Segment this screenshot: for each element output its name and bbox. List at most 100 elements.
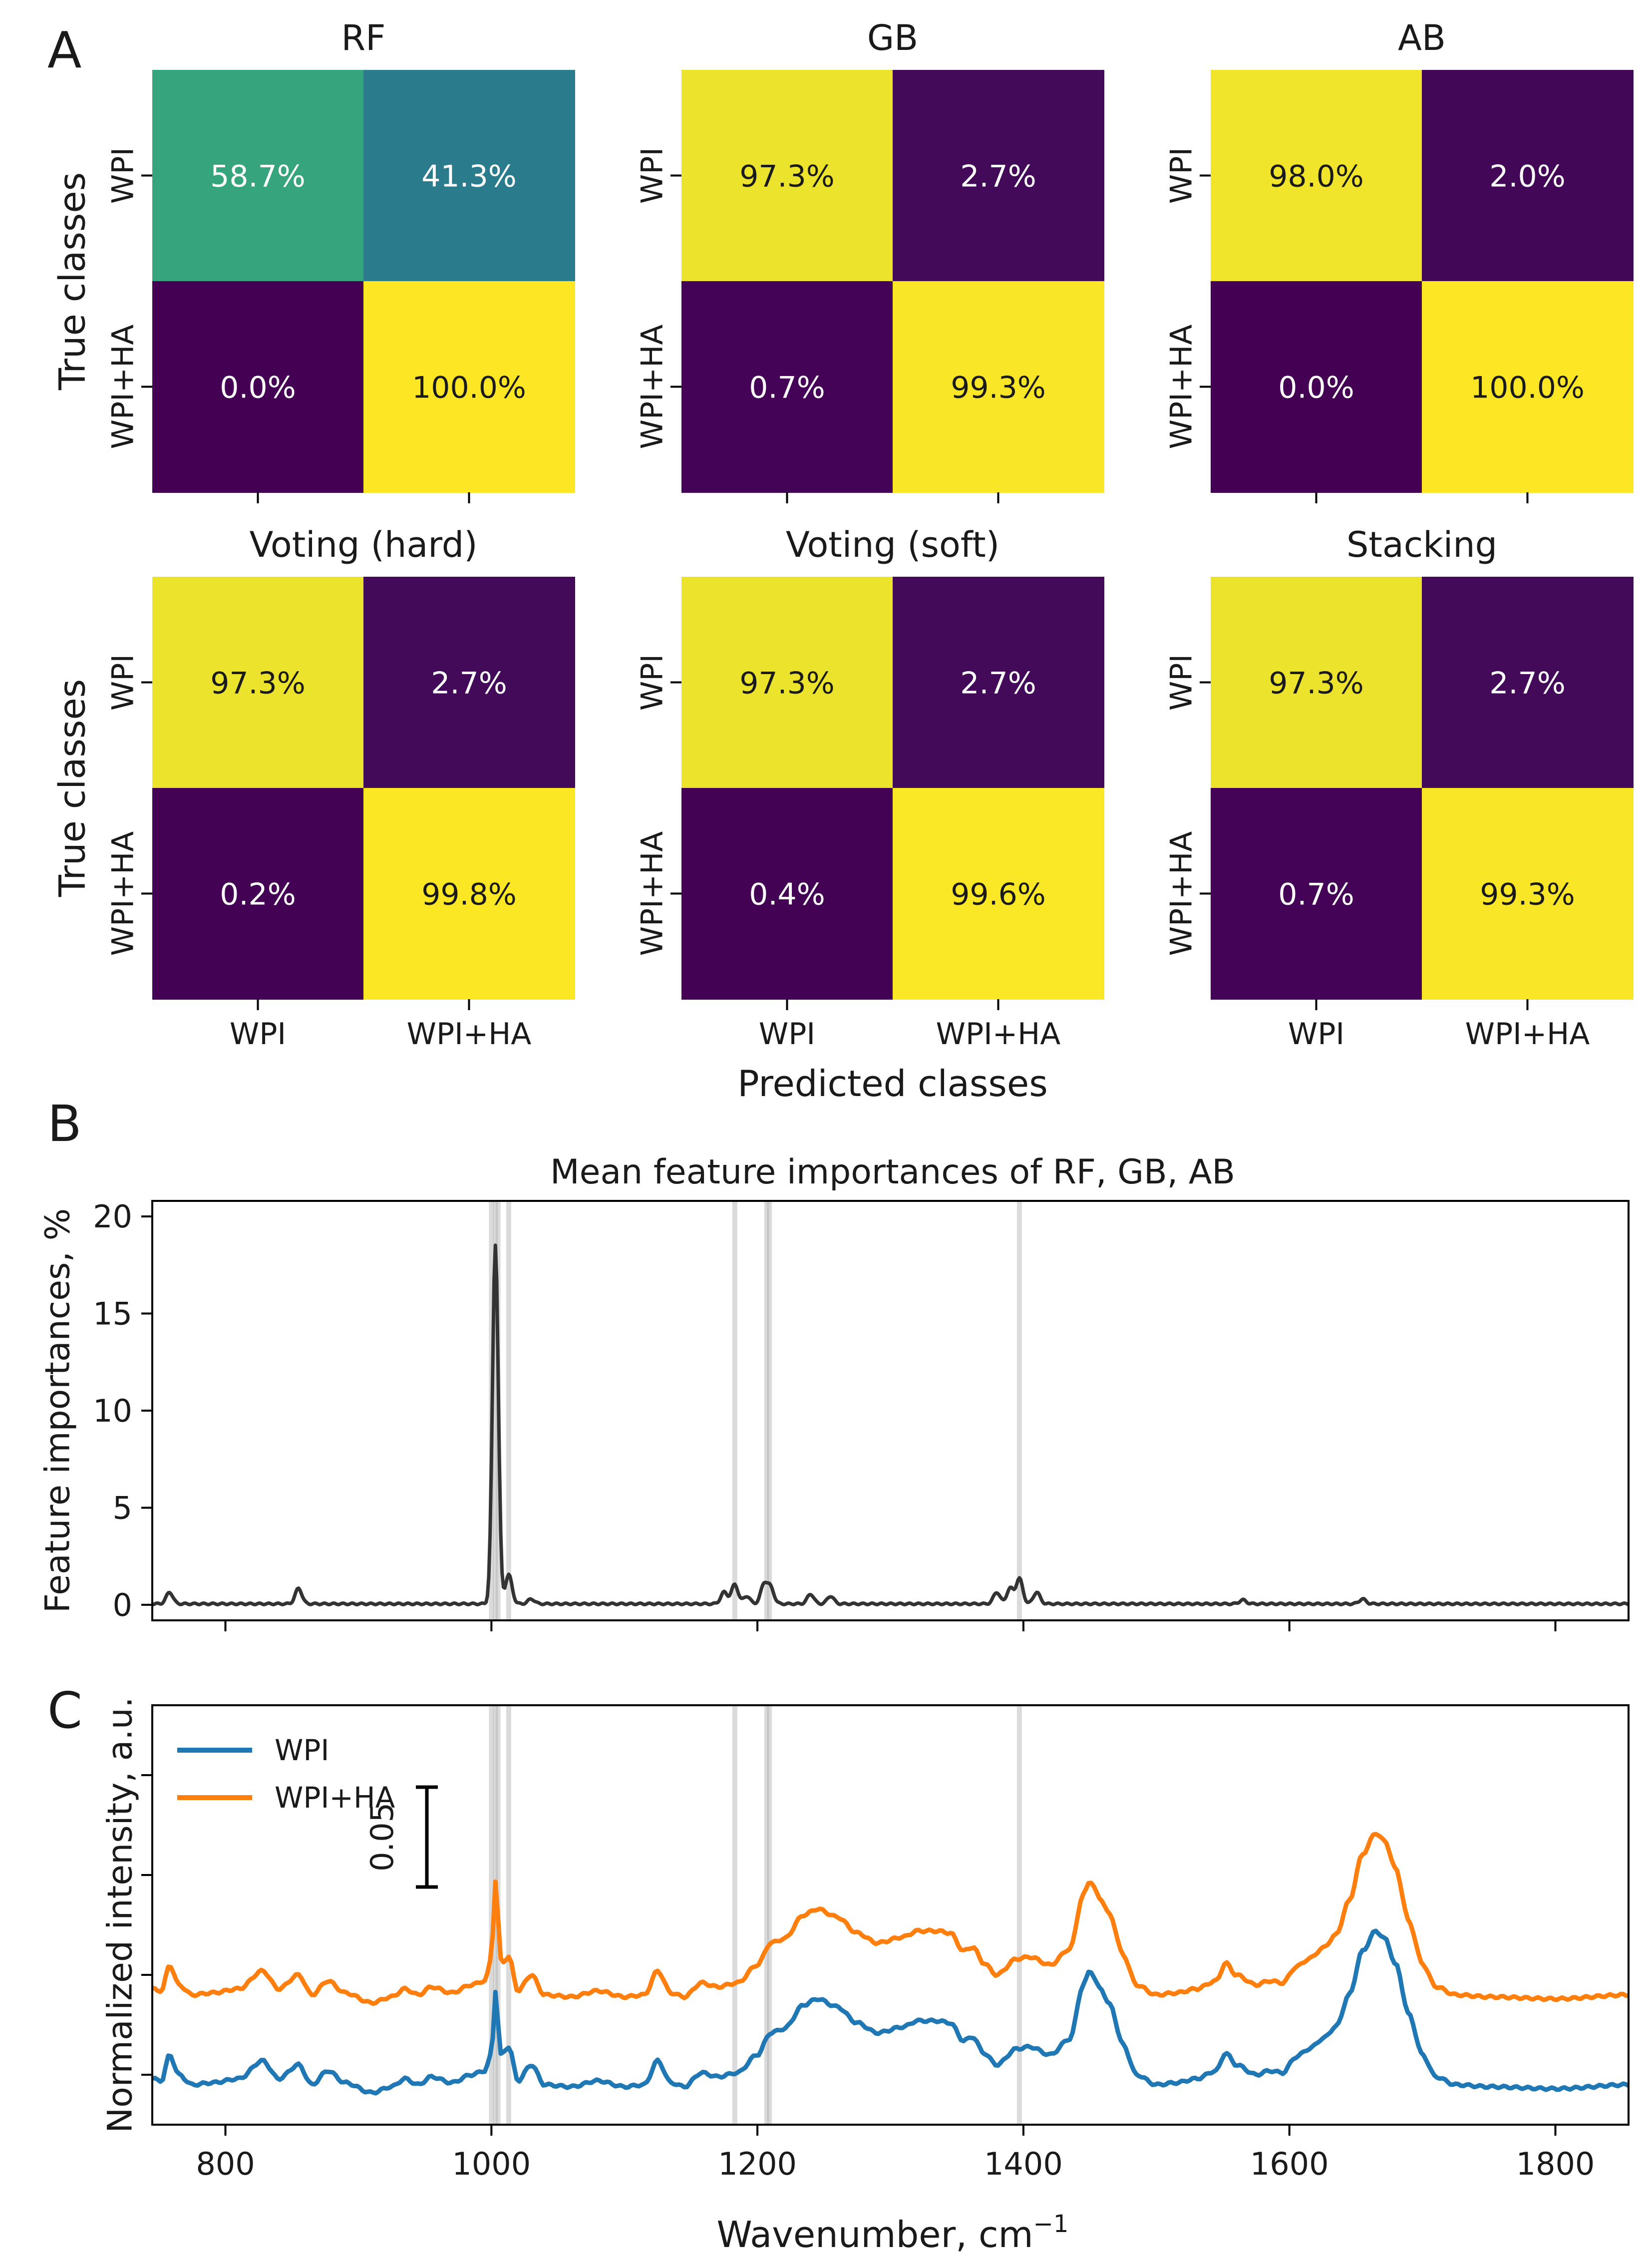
heatmap-3-ytick-label-1: WPI+HA xyxy=(106,831,141,956)
spectrum-line-0 xyxy=(151,1928,1630,2096)
importance-band-3 xyxy=(506,1201,511,1620)
spectrum-xtick-label-3: 1400 xyxy=(984,2146,1063,2182)
importance-line xyxy=(152,1243,1629,1606)
spectrum-xlabel-main: Wavenumber, cm xyxy=(717,2214,1033,2256)
spectrum-xlabel-sup: −1 xyxy=(1033,2210,1069,2238)
spectrum-band-6 xyxy=(767,1705,772,2125)
spectrum-ylabel: Normalized intensity, a.u. xyxy=(101,1697,140,2133)
spectrum-band-5 xyxy=(764,1705,769,2125)
spectrum-xtick-label-0: 800 xyxy=(196,2146,255,2182)
heatmap-ylabel-1: True classes xyxy=(51,679,93,897)
heatmap-1-cell-label-1-1: 99.3% xyxy=(951,371,1046,405)
heatmap-0-cell-label-1-0: 0.0% xyxy=(220,371,296,405)
heatmap-ylabel-0: True classes xyxy=(51,172,93,390)
spectrum-axes-frame xyxy=(151,1704,1630,2126)
heatmap-1-cell-0-0 xyxy=(681,70,893,282)
heatmap-5-xtick-label-0: WPI xyxy=(1288,1017,1344,1052)
heatmap-4-cell-0-0 xyxy=(681,577,893,788)
heatmap-2-ytick-label-1: WPI+HA xyxy=(1164,325,1199,449)
heatmap-3-cell-1-0 xyxy=(152,788,364,1000)
heatmap-5-xtick-label-1: WPI+HA xyxy=(1465,1017,1590,1052)
panel-label-c: C xyxy=(47,1681,82,1740)
heatmap-4-xtick-label-1: WPI+HA xyxy=(936,1017,1061,1052)
heatmap-0-cell-label-1-1: 100.0% xyxy=(412,371,526,405)
heatmap-5-cell-label-1-1: 99.3% xyxy=(1480,877,1575,912)
heatmap-5-cell-label-0-0: 97.3% xyxy=(1269,666,1364,701)
heatmap-2-cell-label-1-0: 0.0% xyxy=(1278,371,1354,405)
spectrum-band-4 xyxy=(732,1705,737,2125)
heatmap-1-cell-1-0 xyxy=(681,281,893,493)
heatmap-5-cell-0-1 xyxy=(1422,577,1634,788)
heatmap-2-cell-1-1 xyxy=(1422,281,1634,493)
importance-axes-frame xyxy=(151,1200,1630,1621)
importance-ytick-label-1: 5 xyxy=(113,1490,132,1526)
heatmap-4-cell-1-0 xyxy=(681,788,893,1000)
importance-ylabel: Feature importances, % xyxy=(38,1208,78,1613)
importance-band-1 xyxy=(493,1201,498,1620)
heatmap-2-title: AB xyxy=(1398,17,1446,58)
heatmap-1-ytick-label-0: WPI xyxy=(635,147,670,204)
importance-ytick-label-4: 20 xyxy=(93,1198,132,1235)
spectrum-band-7 xyxy=(1016,1705,1022,2125)
importance-band-7 xyxy=(1016,1201,1022,1620)
heatmap-5-cell-1-1 xyxy=(1422,788,1634,1000)
spectrum-xtick-label-4: 1600 xyxy=(1250,2146,1329,2182)
heatmap-3-cell-0-0 xyxy=(152,577,364,788)
heatmap-0-ytick-label-1: WPI+HA xyxy=(106,325,141,449)
heatmap-2-cell-label-0-1: 2.0% xyxy=(1489,159,1565,194)
heatmap-4-cell-label-1-0: 0.4% xyxy=(749,877,825,912)
heatmap-xlabel: Predicted classes xyxy=(737,1063,1047,1105)
heatmap-3-cell-label-0-0: 97.3% xyxy=(210,666,306,701)
heatmap-5-ytick-label-0: WPI xyxy=(1164,654,1199,711)
importance-band-4 xyxy=(732,1201,737,1620)
spectrum-xtick-label-2: 1200 xyxy=(718,2146,797,2182)
legend-label-1: WPI+HA xyxy=(275,1781,395,1815)
heatmap-0-cell-label-0-1: 41.3% xyxy=(421,159,517,194)
heatmap-2-cell-0-1 xyxy=(1422,70,1634,282)
heatmap-0-cell-0-0 xyxy=(152,70,364,282)
importance-ytick-label-0: 0 xyxy=(113,1587,132,1623)
importance-ytick-label-2: 10 xyxy=(93,1393,132,1429)
heatmap-3-cell-1-1 xyxy=(363,788,575,1000)
heatmap-2-ytick-label-0: WPI xyxy=(1164,147,1199,204)
heatmap-1-ytick-label-1: WPI+HA xyxy=(635,325,670,449)
heatmap-4-cell-0-1 xyxy=(893,577,1104,788)
heatmap-5-cell-1-0 xyxy=(1211,788,1422,1000)
spectrum-line-1 xyxy=(152,1832,1629,2006)
heatmap-4-cell-label-0-1: 2.7% xyxy=(960,666,1036,701)
spectrum-xlabel: Wavenumber, cm−1 xyxy=(717,2210,1069,2256)
heatmap-1-title: GB xyxy=(867,17,918,58)
heatmap-1-cell-label-1-0: 0.7% xyxy=(749,371,825,405)
heatmap-4-ytick-label-1: WPI+HA xyxy=(635,831,670,956)
heatmap-4-ytick-label-0: WPI xyxy=(635,654,670,711)
heatmap-5-cell-label-1-0: 0.7% xyxy=(1278,877,1354,912)
heatmap-4-cell-label-1-1: 99.6% xyxy=(951,877,1046,912)
heatmap-0-cell-label-0-0: 58.7% xyxy=(210,159,306,194)
heatmap-5-ytick-label-1: WPI+HA xyxy=(1164,831,1199,956)
heatmap-4-title: Voting (soft) xyxy=(786,524,999,565)
heatmap-4-xtick-label-0: WPI xyxy=(759,1017,815,1052)
heatmap-2-cell-label-0-0: 98.0% xyxy=(1269,159,1364,194)
heatmap-3-cell-0-1 xyxy=(363,577,575,788)
heatmap-3-ytick-label-0: WPI xyxy=(106,654,141,711)
spectrum-band-0 xyxy=(489,1705,494,2125)
heatmap-2-cell-0-0 xyxy=(1211,70,1422,282)
heatmap-2-cell-1-0 xyxy=(1211,281,1422,493)
heatmap-1-cell-label-0-1: 2.7% xyxy=(960,159,1036,194)
heatmap-4-cell-label-0-0: 97.3% xyxy=(739,666,835,701)
heatmap-0-cell-1-1 xyxy=(363,281,575,493)
heatmap-3-cell-label-1-1: 99.8% xyxy=(421,877,517,912)
scale-bar-label: 0.05 xyxy=(364,1803,400,1872)
heatmap-5-cell-label-0-1: 2.7% xyxy=(1489,666,1565,701)
heatmap-3-title: Voting (hard) xyxy=(249,524,477,565)
spectrum-xtick-label-5: 1800 xyxy=(1516,2146,1595,2182)
spectrum-xtick-label-1: 1000 xyxy=(452,2146,531,2182)
heatmap-0-cell-1-0 xyxy=(152,281,364,493)
heatmap-1-cell-label-0-0: 97.3% xyxy=(739,159,835,194)
legend-label-0: WPI xyxy=(275,1733,329,1767)
panel-label-a: A xyxy=(47,21,81,79)
heatmap-5-title: Stacking xyxy=(1346,524,1497,565)
heatmap-3-cell-label-1-0: 0.2% xyxy=(220,877,296,912)
